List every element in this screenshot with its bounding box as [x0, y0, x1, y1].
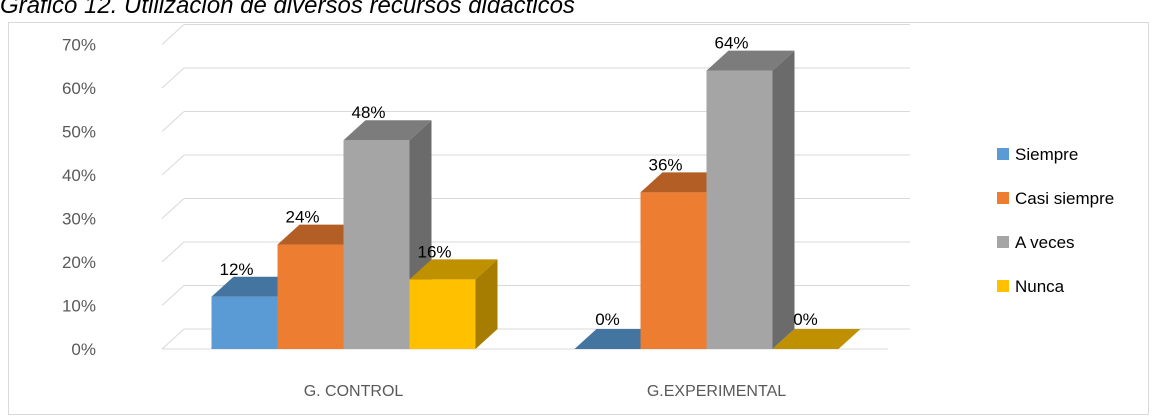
bar-front — [343, 140, 410, 349]
bar-top — [343, 120, 432, 141]
bar-front — [277, 244, 344, 349]
x-category-label: G. CONTROL — [304, 383, 404, 400]
bar — [772, 329, 861, 349]
bar-top — [772, 329, 861, 349]
legend-label: Siempre — [1015, 145, 1078, 164]
bar-side — [772, 50, 795, 349]
legend-swatch — [997, 236, 1009, 248]
legend-item: Siempre — [997, 145, 1078, 164]
y-tick-label: 20% — [62, 253, 96, 272]
legend-item: A veces — [997, 233, 1075, 252]
data-label: 16% — [417, 242, 451, 261]
legend-swatch — [997, 280, 1009, 292]
legend: Siempre Casi siempre A veces Nunca — [997, 145, 1114, 296]
y-tick-label: 70% — [62, 36, 96, 55]
x-axis: G. CONTROL G.EXPERIMENTAL — [304, 383, 787, 400]
legend-label: Casi siempre — [1015, 189, 1114, 208]
legend-label: A veces — [1015, 233, 1075, 252]
y-tick-label: 10% — [62, 297, 96, 316]
y-tick-label: 40% — [62, 166, 96, 185]
bar-top — [706, 50, 795, 71]
gridline-diagonal — [161, 328, 185, 350]
legend-swatch — [997, 148, 1009, 160]
bar-front — [211, 296, 278, 349]
legend-swatch — [997, 192, 1009, 204]
data-label: 0% — [793, 310, 818, 329]
gridline-diagonal — [161, 285, 185, 306]
gridline-diagonal — [161, 198, 185, 219]
y-axis: 0% 10% 20% 30% 40% 50% 60% 70% — [62, 36, 96, 360]
gridline-diagonal — [161, 154, 185, 176]
data-label: 48% — [351, 103, 385, 122]
bar-top — [409, 259, 498, 280]
y-tick-label: 50% — [62, 123, 96, 142]
gridline-diagonal — [161, 111, 185, 132]
bars — [211, 50, 861, 349]
gridline-diagonal — [161, 241, 185, 263]
data-labels: 12% 0% 24% 36% 48% 64% 16% 0% — [219, 34, 817, 329]
data-label: 24% — [285, 208, 319, 227]
chart-frame — [8, 22, 1149, 415]
y-tick-label: 0% — [71, 340, 96, 359]
bar-front — [640, 192, 707, 349]
gridline-diagonal — [161, 24, 185, 45]
bar — [706, 50, 795, 349]
data-label: 64% — [714, 34, 748, 53]
data-label: 36% — [648, 155, 682, 174]
gridline-diagonal — [161, 67, 185, 89]
legend-label: Nunca — [1015, 277, 1065, 296]
legend-item: Nunca — [997, 277, 1065, 296]
bar-side — [475, 259, 498, 349]
y-tick-label: 60% — [62, 79, 96, 98]
x-category-label: G.EXPERIMENTAL — [647, 383, 786, 400]
bar-front — [706, 70, 773, 349]
y-tick-label: 30% — [62, 210, 96, 229]
data-label: 12% — [219, 260, 253, 279]
legend-item: Casi siempre — [997, 189, 1114, 208]
chart-caption: Gráfico 12. Utilización de diversos recu… — [0, 0, 575, 19]
data-label: 0% — [595, 310, 620, 329]
bar-front — [409, 279, 476, 349]
bar — [409, 259, 498, 349]
